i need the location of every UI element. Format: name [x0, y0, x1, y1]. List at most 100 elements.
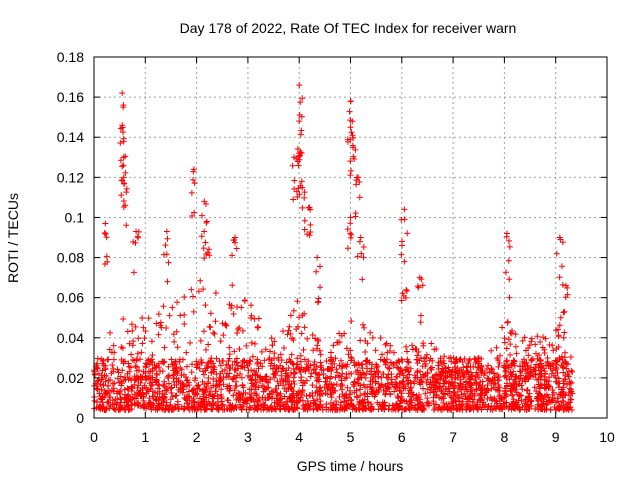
data-point [196, 386, 203, 393]
data-point [234, 329, 241, 336]
data-point [556, 403, 563, 410]
data-point [525, 352, 532, 359]
data-point [280, 365, 287, 372]
data-point [561, 329, 568, 336]
data-point [504, 362, 511, 369]
data-point [197, 337, 204, 344]
data-point [239, 382, 246, 389]
data-point [298, 330, 305, 337]
data-point [99, 367, 106, 374]
data-point [338, 377, 345, 384]
data-point [134, 233, 141, 240]
data-point [171, 338, 178, 345]
data-point [175, 405, 182, 412]
data-point [531, 384, 538, 391]
data-point [167, 385, 174, 392]
data-point [266, 355, 273, 362]
data-point [108, 370, 115, 377]
data-point [107, 376, 114, 383]
data-point [448, 380, 455, 387]
data-point [173, 382, 180, 389]
data-point [439, 406, 446, 413]
data-point [293, 361, 300, 368]
data-point [271, 399, 278, 406]
data-point [446, 367, 453, 374]
data-point [146, 395, 153, 402]
data-point [512, 373, 519, 380]
data-point [288, 351, 295, 358]
data-point [538, 405, 545, 412]
data-point [468, 381, 475, 388]
data-point [409, 392, 416, 399]
data-point [400, 292, 407, 299]
data-point [314, 299, 321, 306]
data-point [137, 373, 144, 380]
data-point [508, 385, 515, 392]
data-point [488, 380, 495, 387]
data-point [304, 398, 311, 405]
data-point [119, 122, 126, 129]
data-point [167, 401, 174, 408]
data-point [388, 379, 395, 386]
data-point [191, 166, 198, 173]
data-point [463, 378, 470, 385]
data-point [439, 394, 446, 401]
y-axis-label: ROTI / TECUs [5, 193, 21, 283]
data-point [526, 390, 533, 397]
data-point [544, 359, 551, 366]
data-point [275, 382, 282, 389]
data-point [317, 391, 324, 398]
data-point [301, 356, 308, 363]
data-point [398, 397, 405, 404]
data-point [533, 361, 540, 368]
data-point [191, 406, 198, 413]
data-point [339, 391, 346, 398]
x-tick-labels: 0 1 2 3 4 5 6 7 8 9 10 [90, 429, 615, 445]
data-point [296, 150, 303, 157]
data-point [326, 380, 333, 387]
data-point [519, 403, 526, 410]
data-point [184, 363, 191, 370]
data-point [554, 395, 561, 402]
data-point [324, 383, 331, 390]
data-point [274, 391, 281, 398]
data-point [282, 370, 289, 377]
data-point [424, 386, 431, 393]
data-point [129, 356, 136, 363]
data-point [433, 377, 440, 384]
data-point [109, 362, 116, 369]
data-point [193, 390, 200, 397]
data-point [213, 355, 220, 362]
data-point [532, 405, 539, 412]
data-point [378, 374, 385, 381]
data-point [303, 361, 310, 368]
data-point [192, 375, 199, 382]
data-point [262, 346, 269, 353]
data-point [557, 314, 564, 321]
data-point [140, 394, 147, 401]
data-point [282, 406, 289, 413]
data-point [179, 356, 186, 363]
data-point [349, 118, 356, 125]
data-point [399, 238, 406, 245]
data-point [565, 368, 572, 375]
data-point [562, 403, 569, 410]
data-point [301, 189, 308, 196]
data-point [291, 185, 298, 192]
data-point [160, 303, 167, 310]
data-point [399, 397, 406, 404]
data-point [164, 373, 171, 380]
data-point [525, 394, 532, 401]
data-point [285, 385, 292, 392]
data-point [269, 342, 276, 349]
data-point [558, 353, 565, 360]
data-point [407, 379, 414, 386]
data-point [329, 402, 336, 409]
data-point [268, 406, 275, 413]
data-point [457, 381, 464, 388]
data-point [398, 356, 405, 363]
data-point [249, 380, 256, 387]
data-point [532, 341, 539, 348]
y-tick-label: 0 [76, 410, 84, 426]
